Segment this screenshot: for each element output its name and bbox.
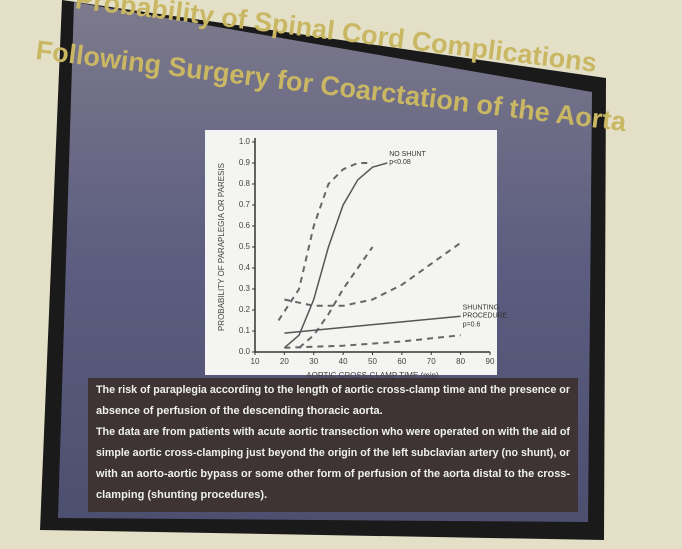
x-tick-label: 60 [397,357,406,366]
series-line [284,241,462,307]
x-tick-label: 90 [486,357,495,366]
series-line [283,162,388,349]
series-line [284,334,461,349]
y-tick-label: 0.8 [239,179,251,188]
x-tick-label: 70 [427,357,436,366]
caption-box [88,378,578,512]
y-tick-label: 0.6 [239,221,251,230]
x-tick-label: 20 [280,357,289,366]
y-tick-label: 0.9 [239,158,251,167]
series-line [284,315,461,334]
series-label-line: PROCEDURE [463,312,508,319]
y-tick-label: 0.3 [239,284,251,293]
series-line [277,162,373,322]
annotation: p<0.08 [389,159,411,166]
y-tick-label: 0.4 [239,263,251,272]
x-axis-label: AORTIC CROSS-CLAMP TIME (min) [306,371,439,380]
y-tick-label: 0.7 [239,200,251,209]
x-tick-label: 10 [251,357,260,366]
caption-line: simple aortic cross-clamping just beyond… [96,447,571,459]
series-line [298,246,374,349]
y-tick-label: 0.5 [239,242,251,251]
caption-line: with an aorto-aortic bypass or some othe… [95,468,570,480]
y-tick-label: 0.0 [239,347,251,356]
x-tick-label: 40 [339,357,348,366]
series-label: NO SHUNT [389,151,426,158]
x-tick-label: 80 [456,357,465,366]
annotation: p=0.6 [463,321,481,328]
caption-line: clamping (shunting procedures). [96,489,267,501]
series-label: SHUNTING PROCEDURE [463,304,508,319]
y-tick-label: 1.0 [239,137,251,146]
y-axis-label: PROBABILITY OF PARAPLEGIA OR PARESIS [217,163,226,331]
chart: 0.0 0.1 0.2 0.3 0.4 0.5 0.6 0.7 0.8 0.9 1.0 10 20 30 4… [95,137,571,501]
caption-line: The data are from patients with acute ao… [96,426,570,438]
caption-line: The risk of paraplegia according to the … [96,384,571,396]
x-tick-label: 30 [309,357,318,366]
series-label-line: SHUNTING [463,304,500,311]
y-tick-label: 0.1 [239,326,251,335]
x-tick-label: 50 [368,357,377,366]
y-tick-label: 0.2 [239,305,251,314]
caption-line: absence of perfusion of the descending t… [96,405,383,417]
